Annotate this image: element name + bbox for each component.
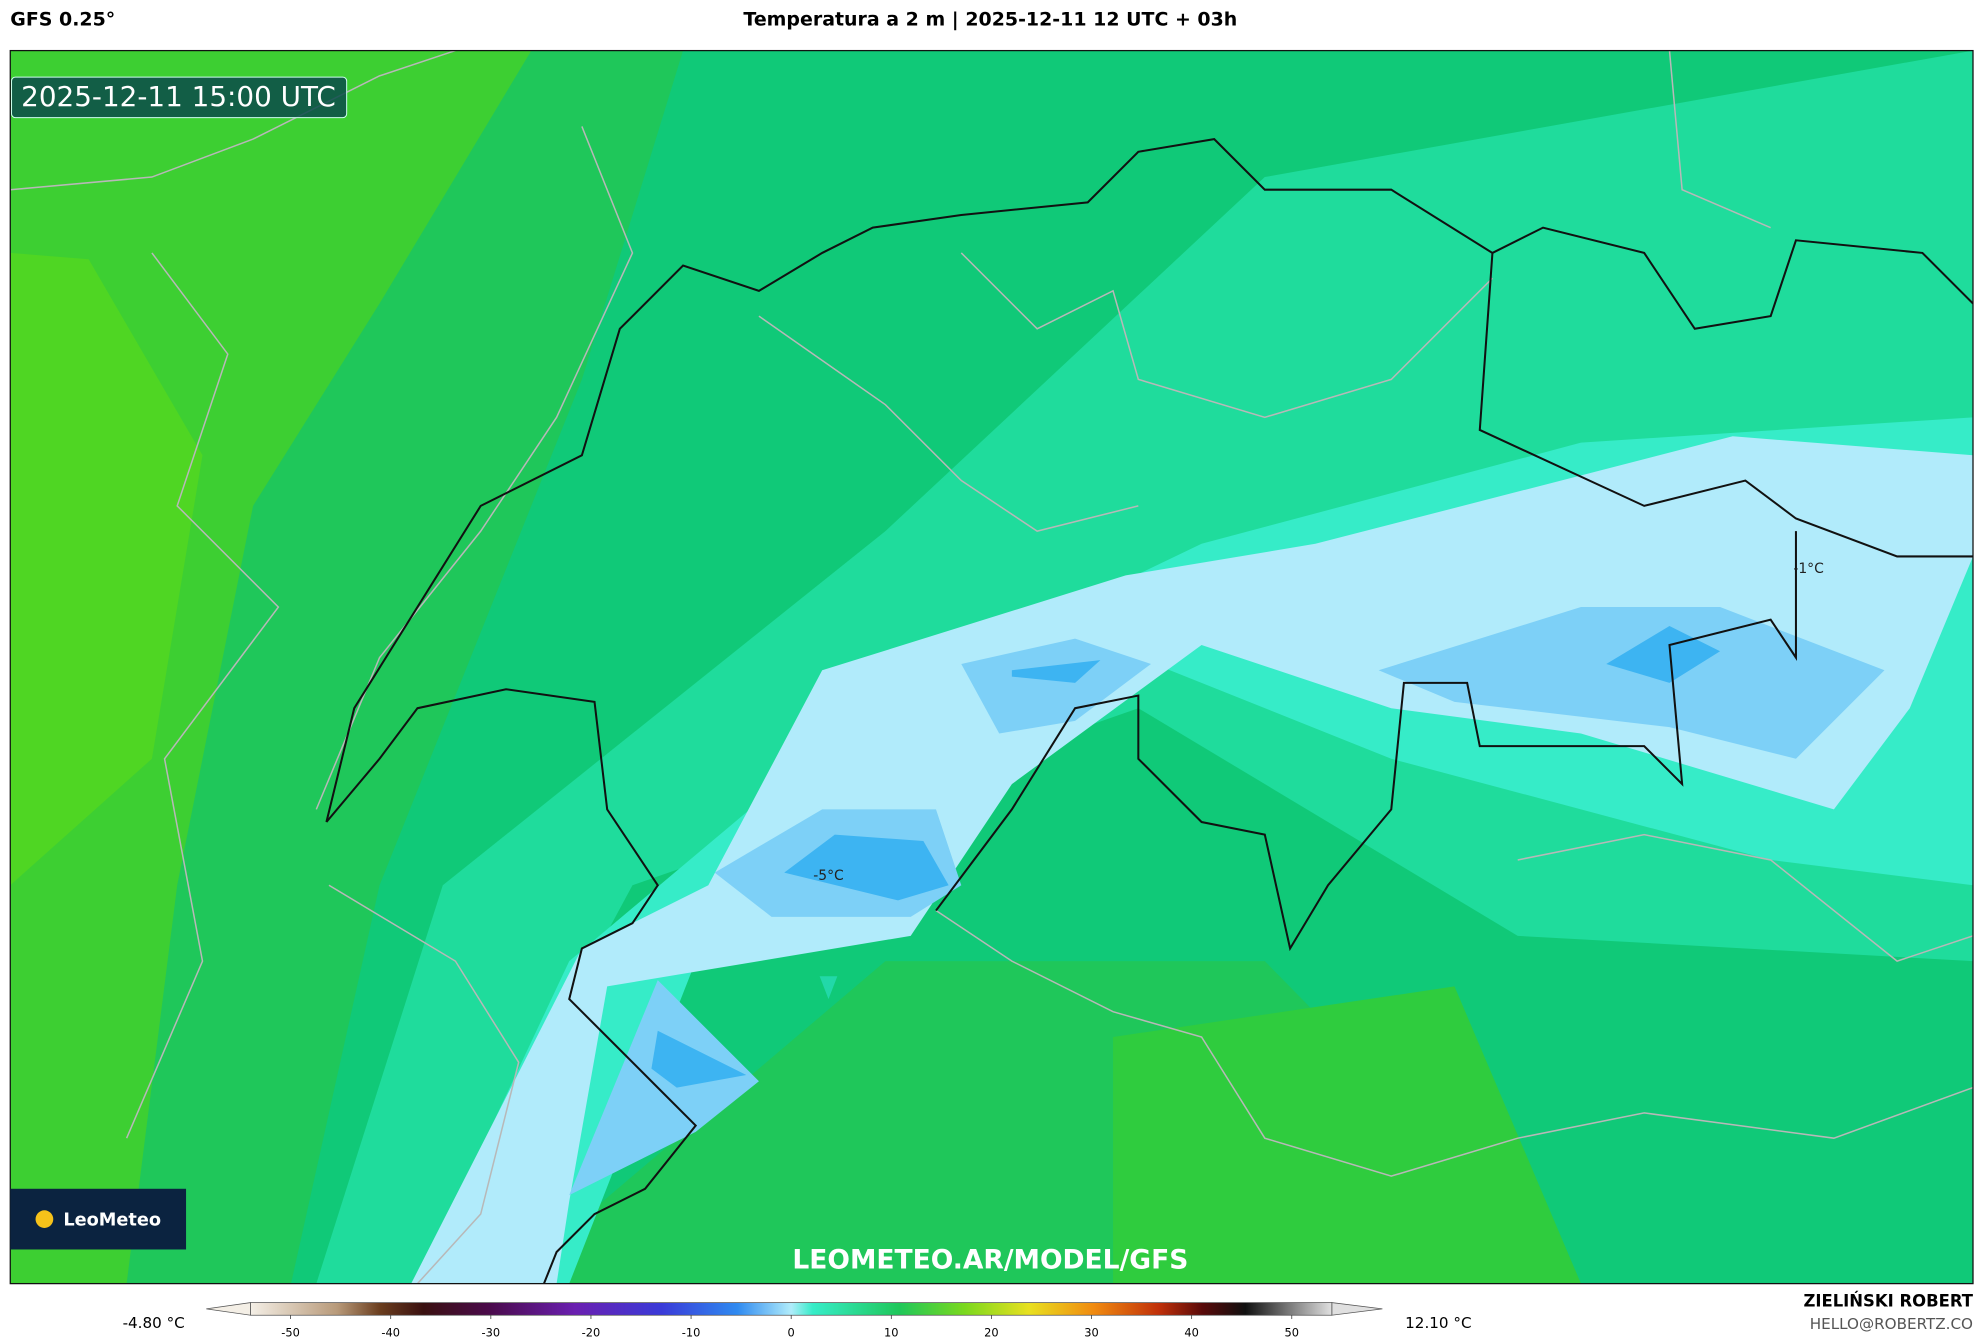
contour-label: -1°C [1793, 561, 1824, 577]
colorbar-tick-label: -10 [682, 1326, 701, 1338]
valid-time: 2025-12-11 15:00 UTC [21, 80, 336, 113]
colorbar-tick-label: -50 [281, 1326, 300, 1338]
watermark: LEOMETEO.AR/MODEL/GFS [792, 1244, 1188, 1275]
colorbar-tick-label: 20 [984, 1326, 998, 1338]
colorbar-tick-label: -30 [482, 1326, 501, 1338]
map-field [10, 50, 1974, 1284]
legend-min: -4.80 °C [123, 1314, 185, 1332]
colorbar [206, 1302, 1383, 1316]
colorbar-tick-label: -40 [381, 1326, 400, 1338]
credit-name: ZIELIŃSKI ROBERT [1803, 1291, 1973, 1310]
model-label: GFS 0.25° [10, 8, 115, 30]
colorbar-tick-label: -20 [582, 1326, 601, 1338]
colorbar-tick-label: 0 [788, 1326, 795, 1338]
contour-label: -5°C [813, 868, 844, 884]
colorbar-tick-label: 40 [1184, 1326, 1198, 1338]
logo-sun [35, 1210, 54, 1228]
valid-time-box [11, 76, 348, 119]
map-frame [9, 49, 1974, 1285]
colorbar-tick-label: 30 [1084, 1326, 1098, 1338]
colorbar-tick-label: 50 [1285, 1326, 1299, 1338]
credit-contact: HELLO@ROBERTZ.CO [1810, 1315, 1973, 1333]
map-title: Temperatura a 2 m | 2025-12-11 12 UTC + … [743, 8, 1237, 30]
colorbar-tick-label: 10 [884, 1326, 898, 1338]
legend-max: 12.10 °C [1405, 1314, 1471, 1332]
logo-text: LeoMeteo [63, 1210, 161, 1230]
